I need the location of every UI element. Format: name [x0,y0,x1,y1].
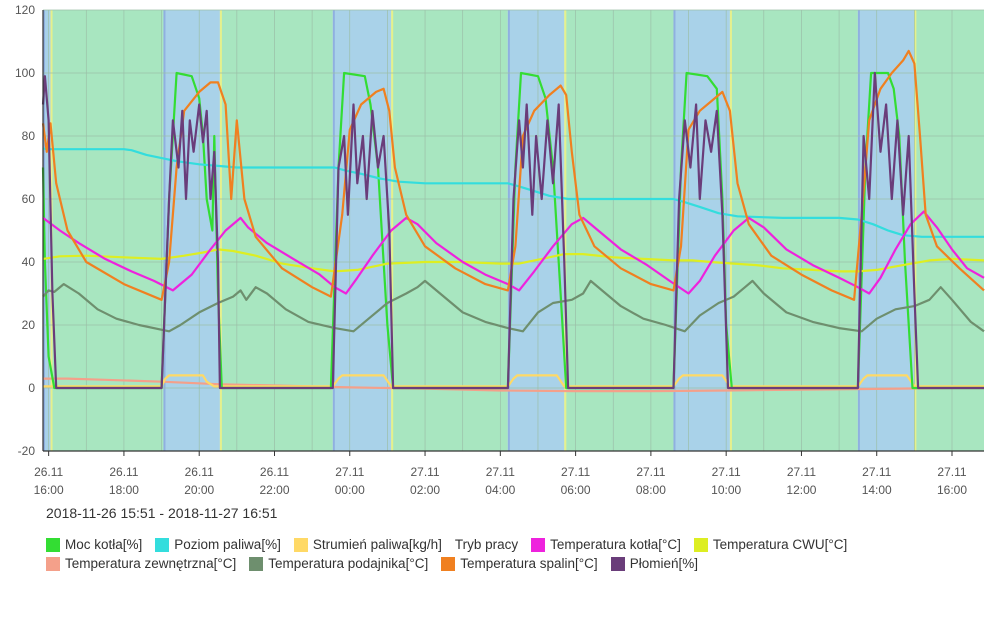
legend-swatch [693,537,708,552]
series-line-temperatura-cwu [42,248,985,273]
mode-band-work-7 [564,10,674,451]
legend-label: Temperatura spalin[°C] [460,556,598,571]
legend-swatch [610,556,625,571]
y-tick-label: 60 [22,192,36,206]
x-tick-date: 27.11 [712,465,741,479]
x-tick-date: 26.11 [185,465,214,479]
x-tick-date: 26.11 [260,465,289,479]
x-tick-time: 16:00 [34,483,64,497]
x-tick-time: 22:00 [259,483,289,497]
legend-swatch [293,537,308,552]
x-tick-time: 02:00 [410,483,440,497]
mode-band-work-1 [50,10,164,451]
y-tick-label: 40 [22,255,36,269]
y-tick-label: 120 [15,3,35,17]
legend-label: Temperatura podajnika[°C] [268,556,429,571]
series-line-temperatura-podajnika [42,279,985,333]
legend-row-1: Moc kotła[%] Poziom paliwa[%] Strumień pal… [46,535,986,554]
x-tick-time: 20:00 [184,483,214,497]
x-tick-date: 27.11 [561,465,590,479]
x-tick-date: 27.11 [862,465,891,479]
x-tick-time: 12:00 [786,483,816,497]
x-tick-time: 18:00 [109,483,139,497]
y-tick-label: -20 [18,444,36,458]
axes [42,10,984,452]
x-tick-time: 14:00 [862,483,892,497]
x-tick-date: 27.11 [787,465,816,479]
legend-swatch [46,556,60,571]
legend-row-2: Temperatura zewnętrzna[°C] Temperatura po… [46,554,986,573]
legend-label: Temperatura kotła[°C] [550,537,681,552]
y-tick-label: 0 [28,381,35,395]
series-line-strumien-paliwa [43,374,984,388]
y-tick-label: 20 [22,318,36,332]
series-lines [41,49,985,393]
legend-swatch [155,537,170,552]
legend-swatch [249,556,264,571]
mode-band-work-11 [914,10,984,451]
x-tick-time: 04:00 [485,483,515,497]
legend: Moc kotła[%] Poziom paliwa[%] Strumień pal… [46,535,986,573]
series-line-temperatura-zewne-trzna [43,377,984,393]
x-tick-date: 27.11 [937,465,966,479]
date-range-label: 2018-11-26 15:51 - 2018-11-27 16:51 [46,505,278,521]
x-tick-time: 00:00 [335,483,365,497]
legend-swatch [531,537,546,552]
y-tick-labels: -20 0 20 40 60 80 100 120 [15,3,35,458]
x-tick-date: 27.11 [636,465,665,479]
mode-band-standby-0 [43,10,51,451]
legend-label: Poziom paliwa[%] [174,537,281,552]
legend-item[interactable]: Tryb pracy [455,537,518,552]
legend-item[interactable]: Moc kotła[%] [46,537,142,552]
legend-label: Tryb pracy [454,537,519,552]
legend-label: Temperatura zewnętrzna[°C] [65,556,237,571]
x-tick-date: 27.11 [335,465,364,479]
series-line-p-omien [41,71,984,390]
mode-band-work-5 [391,10,508,451]
legend-label: Moc kotła[%] [65,537,143,552]
legend-item[interactable]: Temperatura spalin[°C] [441,556,598,571]
legend-item[interactable]: Temperatura kotła[°C] [531,537,681,552]
x-tick-date: 27.11 [410,465,439,479]
legend-label: Strumień paliwa[kg/h] [312,537,442,552]
x-tick-labels: 26.11 16:00 26.11 18:00 26.11 20:00 26.11 22:00… [34,451,967,497]
x-tick-time: 16:00 [937,483,967,497]
legend-item[interactable]: Płomień[%] [610,556,698,571]
mode-band-work-9 [729,10,858,451]
legend-item[interactable]: Temperatura podajnika[°C] [249,556,428,571]
legend-label: Płomień[%] [629,556,698,571]
mode-band-work-3 [219,10,333,451]
y-tick-label: 80 [22,129,36,143]
legend-item[interactable]: Temperatura zewnętrzna[°C] [46,556,236,571]
x-tick-date: 26.11 [34,465,63,479]
legend-label: Temperatura CWU[°C] [712,537,848,552]
series-line-temperatura-spalin [41,49,985,301]
legend-item[interactable]: Poziom paliwa[%] [155,537,281,552]
legend-item[interactable]: Temperatura CWU[°C] [693,537,848,552]
legend-item[interactable]: Strumień paliwa[kg/h] [293,537,442,552]
x-tick-date: 27.11 [486,465,515,479]
legend-swatch [441,556,456,571]
x-tick-date: 26.11 [109,465,138,479]
x-tick-time: 06:00 [561,483,591,497]
x-tick-time: 08:00 [636,483,666,497]
x-tick-time: 10:00 [711,483,741,497]
legend-swatch [46,537,60,552]
y-tick-label: 100 [15,66,35,80]
